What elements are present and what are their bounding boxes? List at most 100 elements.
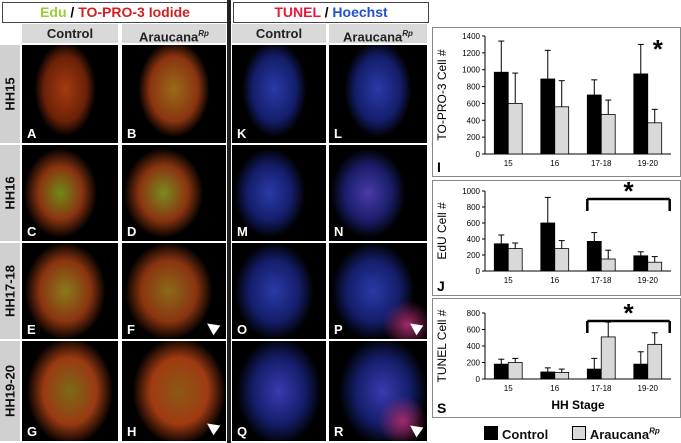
x-tick-label: 17-18 (591, 276, 612, 285)
bar-control (493, 363, 509, 380)
micrograph-f: F (122, 243, 226, 339)
edu-label: Edu (40, 4, 67, 20)
panel-label: O (237, 322, 248, 337)
chart-panel-label: J (437, 278, 445, 294)
x-tick-label: 15 (504, 159, 513, 168)
chart-edu-svg: 0 200 400 600 800 1000 EdU Cell # 15 16 17-18 19-2… (435, 181, 671, 294)
y-tick-label: 400 (467, 235, 481, 244)
x-tick-label: 16 (550, 276, 559, 285)
x-tick-label: 16 (550, 384, 559, 393)
significance-star: * (623, 181, 634, 206)
y-tick-label: 1000 (462, 187, 480, 196)
row-label: HH19-20 (2, 364, 18, 418)
y-tick-label: 1400 (462, 32, 480, 41)
row-label: HH17-18 (2, 264, 18, 318)
panel-label: K (237, 126, 247, 141)
x-tick-label: 17-18 (591, 384, 612, 393)
chart-panel-label: I (437, 159, 441, 175)
legend: Control AraucanaRp (484, 426, 660, 442)
bar-araucana (647, 261, 663, 272)
panel-label: P (334, 322, 343, 337)
micrograph-p: P (329, 243, 427, 339)
y-tick-label: 200 (467, 251, 481, 260)
panel-label: Q (237, 424, 248, 439)
y-axis-label: TUNEL Cell # (435, 309, 449, 382)
bar-araucana (554, 106, 570, 155)
header-separator: / (66, 4, 79, 20)
col-header-control-left: Control (22, 24, 118, 43)
bar-araucana (507, 248, 523, 272)
row-header-hh19-20: HH19-20 (0, 341, 20, 441)
col-header-araucana-left: AraucanaRp (122, 24, 226, 45)
x-tick-label: 15 (504, 384, 513, 393)
panel-label: D (127, 224, 137, 239)
bar-control (493, 243, 509, 272)
panel-label: H (127, 424, 137, 439)
proliferation-header: Edu / TO-PRO-3 Iodide (2, 2, 228, 23)
arrowhead-icon (203, 418, 221, 436)
apoptosis-header: TUNEL / Hoechst (233, 2, 429, 23)
bar-control (633, 363, 649, 380)
bar-control (586, 241, 602, 272)
row-header-hh16: HH16 (0, 145, 20, 241)
bar-control (633, 255, 649, 272)
bar-araucana (600, 258, 616, 272)
bar-control (540, 371, 556, 380)
legend-control-swatch (484, 426, 498, 440)
y-tick-label: 400 (467, 116, 481, 125)
y-tick-label: 1200 (462, 49, 480, 58)
araucana-text: Araucana (139, 29, 199, 45)
panel-label: E (27, 322, 36, 337)
micrograph-q: Q (232, 341, 326, 441)
bar-araucana (647, 343, 663, 380)
araucana-sup: Rp (198, 29, 209, 38)
y-tick-label: 600 (467, 219, 481, 228)
chart-topro: 0 200 400 600 800 1000 1200 1400 TO-PRO-3 Cell #… (432, 27, 681, 177)
x-tick-label: 19-20 (638, 384, 659, 393)
panel-label: C (27, 224, 37, 239)
y-tick-label: 1000 (462, 66, 480, 75)
micrograph-b: B (122, 45, 226, 143)
y-tick-label: 0 (476, 150, 481, 159)
chart-topro-svg: 0 200 400 600 800 1000 1200 1400 TO-PRO-3 Cell #… (435, 32, 671, 175)
y-tick-label: 200 (467, 359, 481, 368)
significance-star: * (653, 34, 664, 64)
micrograph-o: O (232, 243, 326, 339)
row-label: HH16 (2, 176, 18, 210)
panel-divider (227, 0, 231, 443)
x-axis-label: HH Stage (551, 398, 605, 412)
y-tick-label: 400 (467, 342, 481, 351)
arrowhead-icon (406, 318, 424, 336)
bar-araucana (554, 248, 570, 272)
x-tick-label: 19-20 (638, 276, 659, 285)
x-tick-label: 17-18 (591, 159, 612, 168)
panel-label: F (127, 322, 135, 337)
bar-araucana (600, 113, 616, 155)
header-separator: / (320, 4, 333, 20)
bar-control (493, 71, 509, 155)
micrograph-g: G (22, 341, 118, 441)
y-axis-label: TO-PRO-3 Cell # (435, 49, 449, 140)
panel-label: R (334, 424, 344, 439)
micrograph-r: R (329, 341, 427, 441)
arrowhead-icon (406, 420, 424, 438)
araucana-sup: Rp (402, 29, 413, 38)
micrograph-m: M (232, 145, 326, 241)
legend-araucana-label: Araucana (589, 427, 650, 442)
panel-label: G (27, 424, 38, 439)
legend-control-label: Control (502, 427, 549, 442)
col-header-araucana-right: AraucanaRp (329, 24, 427, 45)
x-tick-label: 19-20 (638, 159, 659, 168)
micrograph-n: N (329, 145, 427, 241)
row-header-hh17-18: HH17-18 (0, 243, 20, 339)
legend-araucana: AraucanaRp (571, 426, 660, 442)
micrograph-h: H (122, 341, 226, 441)
topro-label: TO-PRO-3 Iodide (78, 4, 190, 20)
tunel-label: TUNEL (274, 4, 321, 20)
y-tick-label: 800 (467, 203, 481, 212)
bar-araucana (647, 122, 663, 155)
legend-control: Control (484, 426, 549, 442)
y-tick-label: 600 (467, 99, 481, 108)
bar-araucana (600, 336, 616, 380)
araucana-text: Araucana (343, 29, 403, 45)
